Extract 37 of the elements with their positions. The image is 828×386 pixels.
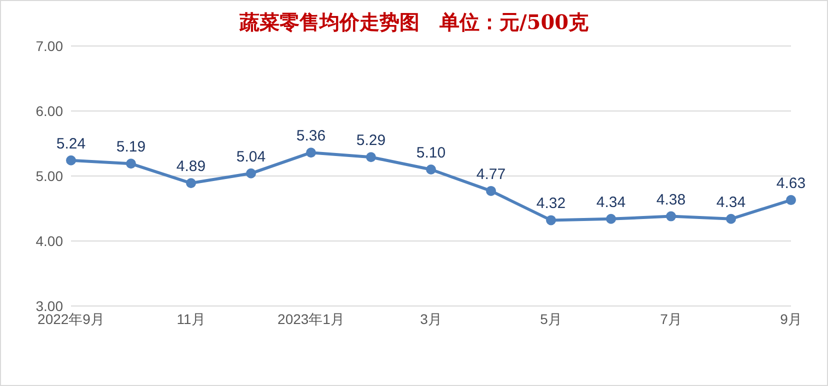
data-label: 5.10 [416, 144, 446, 162]
data-label: 5.19 [116, 138, 146, 156]
data-label: 4.63 [776, 175, 806, 192]
x-tick-label: 11月 [176, 310, 206, 327]
point [66, 155, 76, 166]
x-tick-label: 5月 [540, 310, 562, 327]
point [726, 214, 736, 224]
point [666, 211, 676, 222]
data-label: 4.38 [656, 191, 686, 208]
data-label: 4.89 [176, 158, 206, 176]
data-label: 4.34 [596, 194, 626, 211]
data-label: 5.04 [236, 148, 266, 166]
point [246, 168, 256, 178]
y-tick-label: 4.00 [36, 232, 64, 249]
data-label: 5.24 [56, 135, 86, 152]
point [426, 164, 436, 174]
data-label: 5.29 [356, 132, 386, 150]
x-tick-label: 3月 [420, 310, 442, 327]
point [186, 178, 196, 188]
point [126, 158, 136, 169]
data-label: 4.34 [716, 194, 746, 211]
data-label: 4.77 [476, 166, 506, 183]
data-label: 5.36 [296, 128, 326, 145]
chart-title: 蔬菜零售均价走势图 单位：元/500克 [238, 9, 590, 36]
x-tick-label: 9月 [780, 310, 802, 327]
x-tick-label: 2023年1月 [278, 310, 344, 327]
y-tick-label: 5.00 [36, 168, 64, 184]
point [546, 215, 556, 226]
point [306, 148, 316, 158]
point [366, 152, 376, 162]
point [786, 195, 796, 206]
y-tick-label: 7.00 [36, 38, 64, 54]
point [606, 214, 616, 224]
x-tick-label: 7月 [660, 310, 682, 327]
data-label: 4.32 [536, 195, 566, 212]
y-tick-label: 6.00 [36, 102, 64, 119]
point [486, 186, 496, 196]
